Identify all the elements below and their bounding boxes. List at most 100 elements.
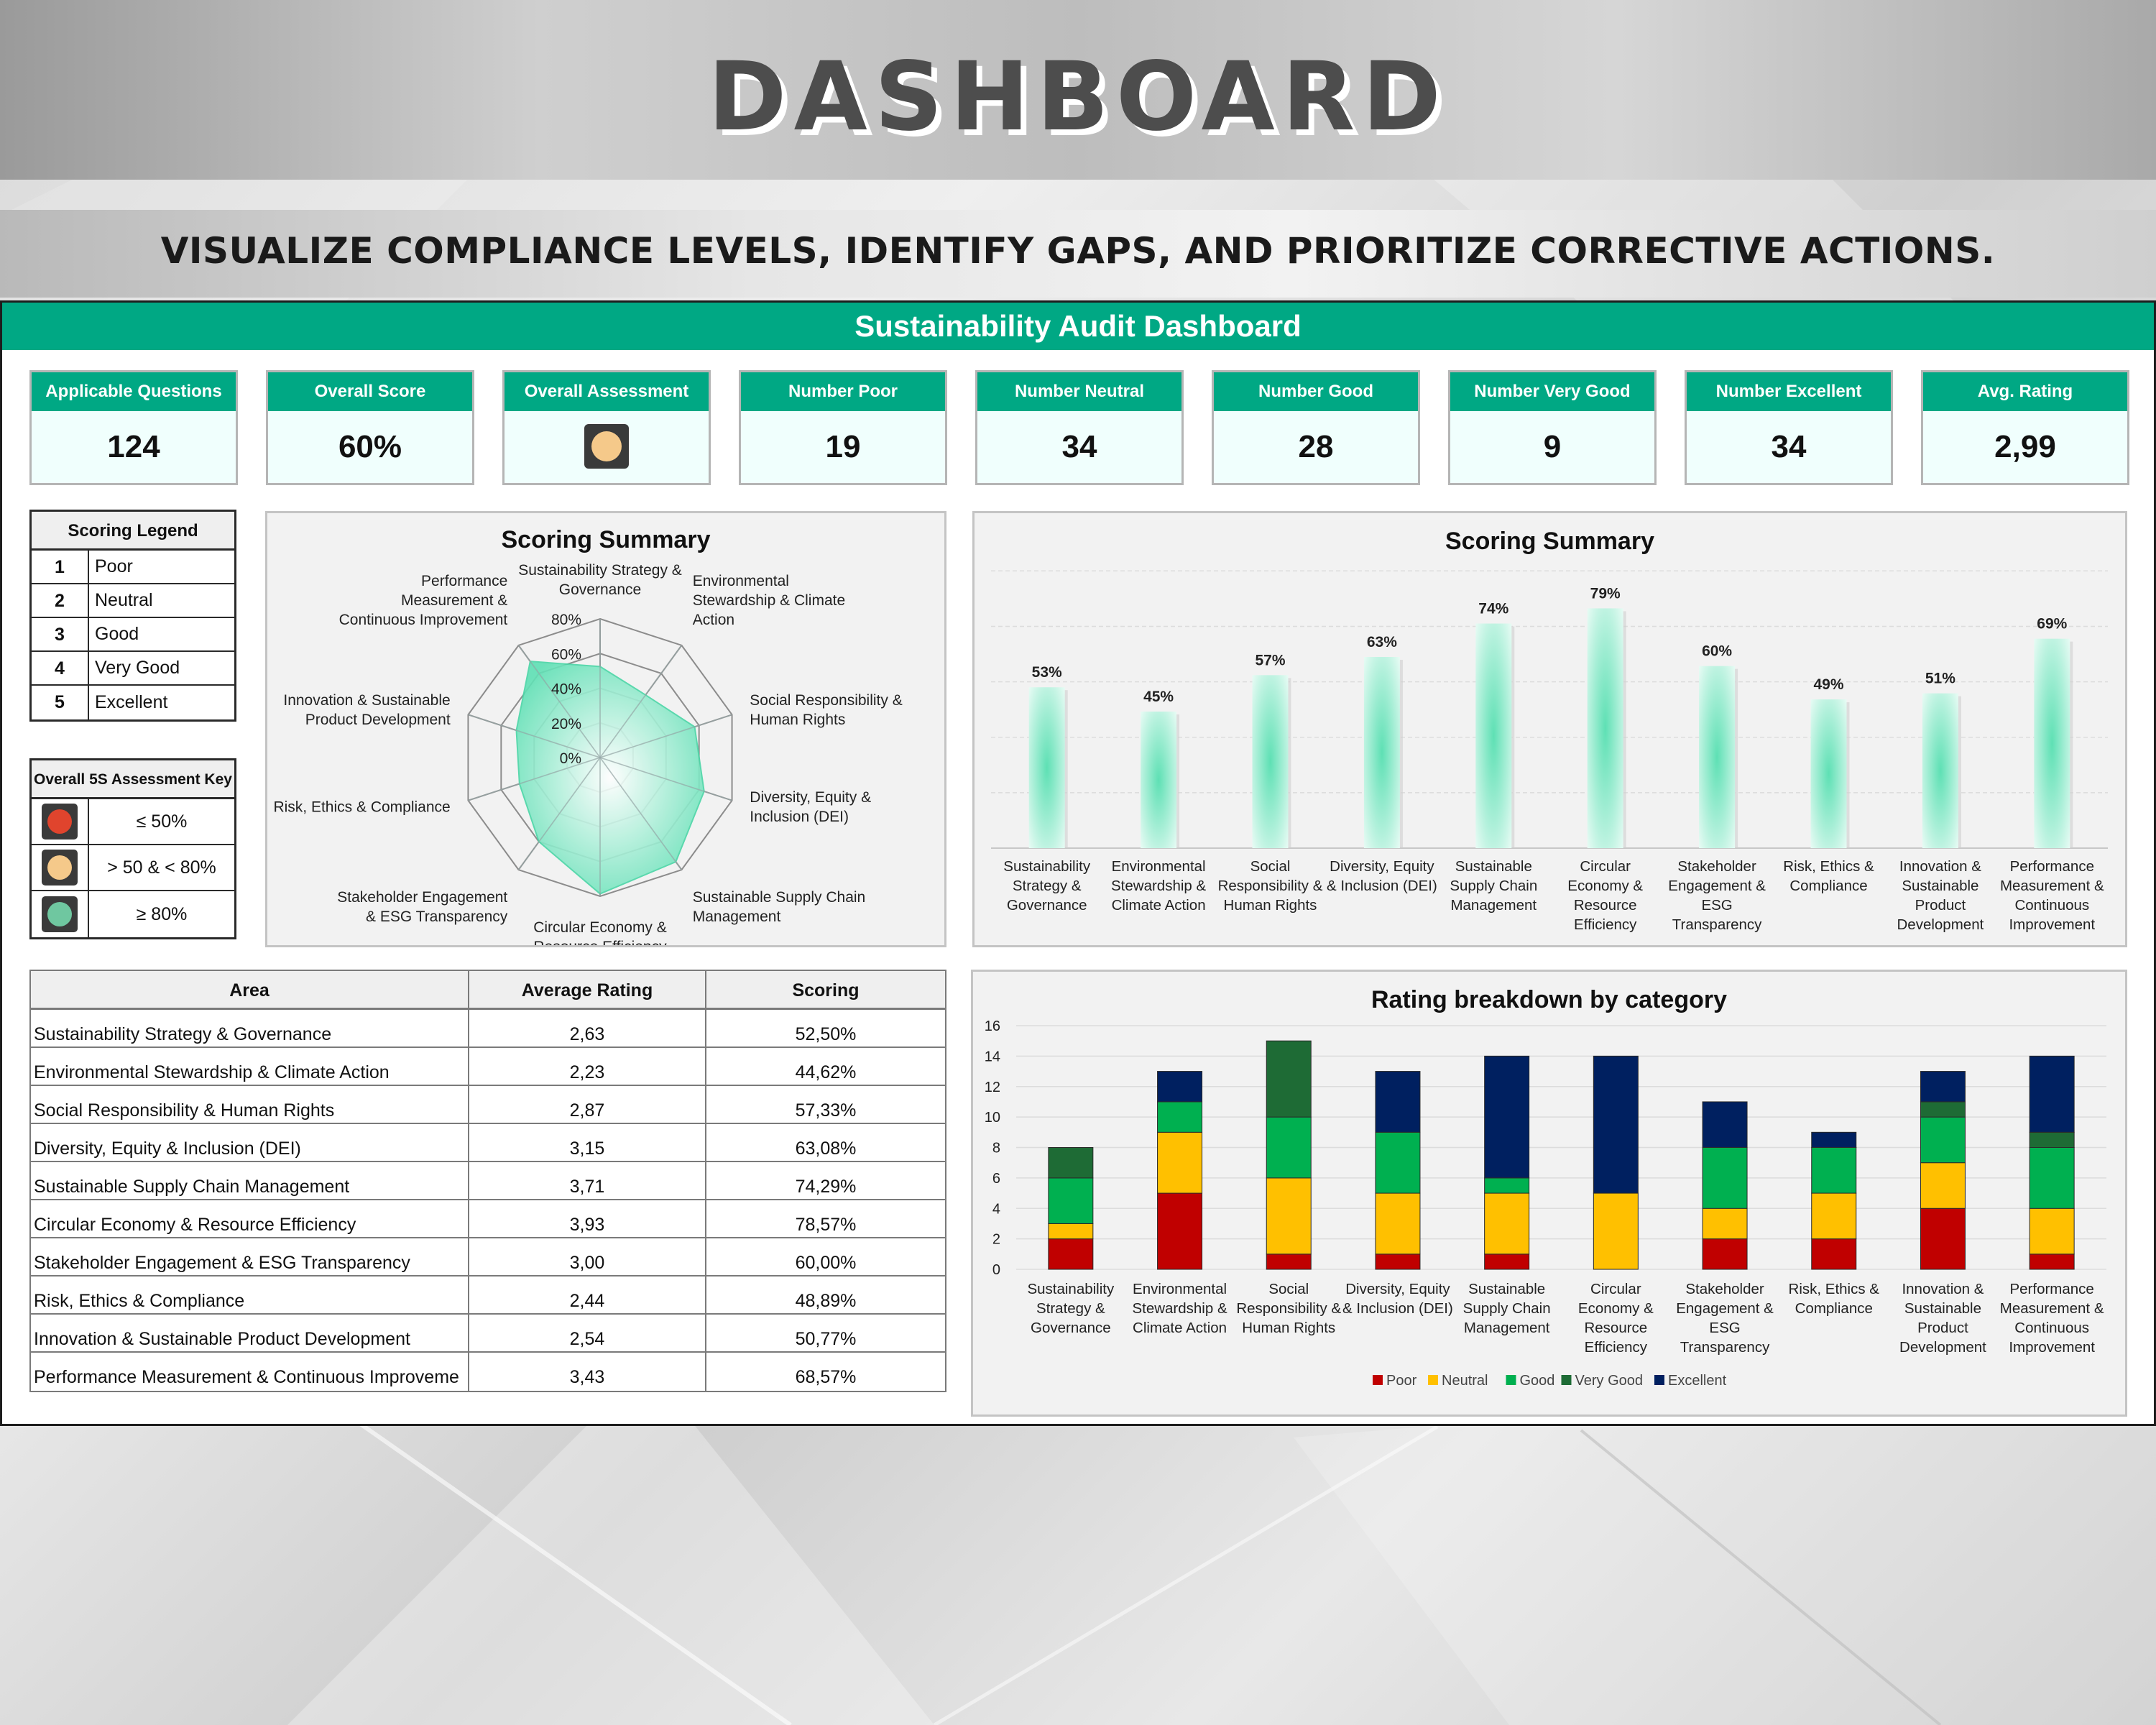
label-line: Management [693, 908, 781, 925]
legend-swatch [1506, 1375, 1516, 1385]
x-tick-label: Sustainability Strategy & Governance [1027, 1281, 1115, 1336]
table-row: Stakeholder Engagement & ESG Transparenc… [31, 1238, 945, 1276]
radar-tick-label: 20% [551, 716, 581, 732]
x-tick-label: Innovation & Sustainable Product Developmen… [1897, 858, 1984, 933]
table-row: Social Responsibility & Human Rights 2,87… [31, 1086, 945, 1124]
radar-tick-label: 60% [551, 646, 581, 663]
radar-axis-label: Social Responsibility & Human Rights [750, 692, 902, 728]
stacked-segment [1702, 1238, 1748, 1270]
stacked-segment [1702, 1208, 1748, 1240]
cell-scoring: 60,00% [795, 1253, 857, 1273]
cell-average-rating: 3,15 [469, 1124, 706, 1162]
label-line: Human Rights [750, 712, 845, 728]
radar-tick-label: 80% [551, 612, 581, 628]
radar-spoke-overlay [599, 757, 683, 870]
cell-area: Stakeholder Engagement & ESG Transparenc… [31, 1238, 469, 1276]
data-label: 60% [1702, 643, 1732, 660]
cell-scoring: 78,57% [795, 1215, 857, 1235]
kpi-number-excellent: Number Excellent 34 [1685, 370, 1893, 485]
radar-tick-label: 0% [560, 750, 581, 767]
label-line: Social [1268, 1281, 1309, 1297]
legend-label: Neutral [95, 590, 153, 610]
legend-row: 5 Excellent [32, 686, 234, 719]
x-tick-label: Diversity, Equity & Inclusion (DEI) [1327, 858, 1437, 894]
label-line: Sustainability [1003, 858, 1091, 875]
title-band [0, 0, 2156, 180]
label-line: Environmental [1133, 1281, 1227, 1297]
label-line: Climate Action [1133, 1320, 1227, 1336]
cell-scoring: 44,62% [795, 1062, 857, 1082]
amber-status-dot [47, 855, 72, 880]
legend-entry: Poor [1373, 1373, 1417, 1389]
label-line: Performance [421, 573, 507, 589]
kpi-value: 28 [1298, 429, 1334, 464]
stacked-segment [2029, 1055, 2075, 1133]
label-line: Circular Economy & [533, 919, 667, 936]
kpi-value: 60% [338, 429, 402, 464]
radar-spoke-overlay [517, 645, 601, 758]
kpi-value: 2,99 [1994, 429, 2056, 464]
legend-label: Very Good [95, 658, 180, 678]
legend-label: Excellent [95, 692, 168, 712]
kpi-label: Overall Score [268, 372, 472, 411]
legend-row: 2 Neutral [32, 584, 234, 618]
stacked-segment [1266, 1177, 1312, 1255]
x-tick-label: Sustainability Strategy & Governance [1003, 858, 1091, 914]
label-line: Supply Chain [1463, 1300, 1551, 1317]
stacked-segment [2029, 1208, 2075, 1255]
legend-label: Very Good [1575, 1373, 1644, 1389]
bar [1028, 687, 1065, 848]
y-tick-label: 0 [992, 1262, 1000, 1278]
kpi-applicable-questions: Applicable Questions 124 [29, 370, 238, 485]
bar [1699, 666, 1736, 848]
stacked-segment [1920, 1162, 1966, 1209]
label-line: Environmental [693, 573, 789, 589]
legend-label: Poor [95, 556, 133, 576]
kpi-label: Number Good [1214, 372, 1418, 411]
cell-scoring: 48,89% [795, 1291, 857, 1311]
key-row: ≤ 50% [32, 799, 234, 845]
radar-spoke-overlay [517, 757, 601, 870]
stacked-segment [1484, 1254, 1530, 1270]
cell-average-rating: 3,00 [469, 1238, 706, 1276]
radar-axis-label: Circular Economy & Resource Efficiency [533, 919, 667, 945]
label-line: Diversity, Equity [1330, 858, 1434, 875]
cell-area: Environmental Stewardship & Climate Acti… [31, 1048, 469, 1086]
label-line: Strategy & [1013, 878, 1082, 894]
cell-average-rating: 3,43 [469, 1353, 706, 1391]
amber-status-dot [591, 431, 622, 462]
label-line: Economy & [1567, 878, 1643, 894]
cell-area: Performance Measurement & Continuous Imp… [31, 1353, 469, 1391]
stacked-bar-chart: 0 2 4 6 8 10 12 14 16 Sustainability Strategy & Gov… [985, 1018, 2106, 1389]
red-status-icon [42, 804, 78, 840]
cell-scoring: 52,50% [795, 1024, 857, 1044]
stacked-title: Rating breakdown by category [1371, 986, 1727, 1013]
table-body: Sustainability Strategy & Governance 2,63… [31, 1010, 945, 1391]
stacked-segment [2029, 1254, 2075, 1270]
legend-label: Neutral [1442, 1373, 1488, 1389]
kpi-value: 9 [1543, 429, 1562, 464]
data-label: 53% [1032, 664, 1062, 681]
cell-scoring: 74,29% [795, 1177, 857, 1197]
label-line: Innovation & Sustainable [283, 692, 450, 709]
scoring-legend: Scoring Legend 1 Poor 2 Neutral 3 Good 4 Ver… [29, 510, 236, 722]
label-line: Performance [2009, 1281, 2093, 1297]
label-line: Governance [1007, 897, 1087, 914]
table-row: Circular Economy & Resource Efficiency 3,… [31, 1200, 945, 1238]
legend-row: 3 Good [32, 618, 234, 652]
label-line: Sustainable Supply Chain [693, 889, 866, 906]
radar-spoke-overlay [599, 645, 683, 758]
radar-axis-label: Stakeholder Engagement & ESG Transparency [337, 889, 507, 925]
label-line: Development [1897, 916, 1984, 933]
bar-chart: 53% Sustainability Strategy & Governance 45%… [991, 570, 2108, 933]
kpi-value: 34 [1771, 429, 1807, 464]
x-tick-label: Stakeholder Engagement & ESG Transparency [1676, 1281, 1774, 1356]
cell-area: Social Responsibility & Human Rights [31, 1086, 469, 1124]
table-row: Environmental Stewardship & Climate Acti… [31, 1048, 945, 1086]
radar-tick-label: 40% [551, 681, 581, 698]
cell-area: Diversity, Equity & Inclusion (DEI) [31, 1124, 469, 1162]
legend-label: Good [1520, 1373, 1555, 1389]
bar [1475, 623, 1512, 848]
subtitle-band [0, 210, 2156, 298]
stacked-segment [1375, 1071, 1421, 1133]
